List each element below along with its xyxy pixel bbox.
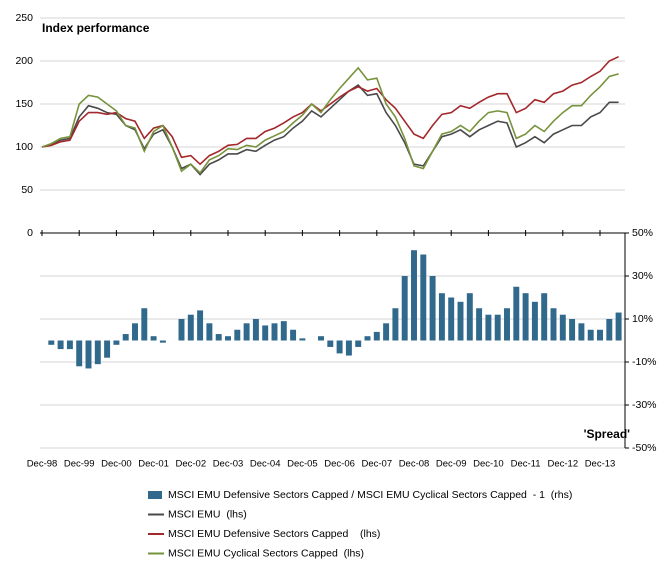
line (41, 66, 619, 175)
bar (457, 301, 464, 341)
bar (587, 329, 594, 341)
bar (420, 254, 427, 341)
x-tick-label: Dec-00 (101, 459, 132, 470)
bar (243, 323, 250, 341)
bar (466, 293, 473, 341)
bar (57, 340, 64, 350)
x-tick-label: Dec-04 (250, 459, 281, 470)
bar (299, 338, 306, 341)
y-tick-label: 100 (15, 141, 33, 153)
bar (141, 308, 148, 341)
bar (66, 340, 73, 350)
bar (615, 312, 622, 341)
line (41, 55, 619, 166)
x-tick-label: Dec-98 (27, 459, 58, 470)
bar (271, 323, 278, 341)
bar (318, 336, 324, 341)
x-tick-label: Dec-09 (436, 459, 467, 470)
bar (383, 323, 390, 341)
x-tick-label: Dec-02 (175, 459, 206, 470)
bar (280, 321, 287, 341)
bar (187, 314, 194, 341)
x-tick-label: Dec-99 (64, 459, 95, 470)
bar (364, 336, 371, 341)
bar (494, 314, 501, 341)
bar (401, 276, 408, 341)
bar (225, 336, 231, 341)
bar (178, 319, 185, 341)
bar (234, 329, 241, 341)
x-tick-label: Dec-05 (287, 459, 318, 470)
bar (438, 293, 445, 341)
y2-tick-label: -50% (632, 442, 657, 454)
x-tick-label: Dec-03 (213, 459, 244, 470)
bar (252, 319, 259, 341)
bar (262, 325, 269, 341)
legend-label: MSCI EMU (lhs) (168, 508, 247, 520)
x-tick-label: Dec-08 (399, 459, 430, 470)
y2-tick-label: -30% (632, 399, 657, 411)
bar (373, 331, 380, 341)
bar (429, 276, 436, 341)
bar (531, 301, 538, 341)
x-tick-label: Dec-12 (547, 459, 578, 470)
bar (122, 334, 129, 341)
bar (336, 340, 343, 354)
legend-label: MSCI EMU Defensive Sectors Capped (lhs) (168, 528, 380, 540)
legend-label: MSCI EMU Cyclical Sectors Capped (lhs) (168, 547, 364, 559)
bar (215, 334, 222, 341)
y2-title: 'Spread' (584, 427, 631, 441)
bar (94, 340, 101, 365)
y-tick-label: 50 (21, 184, 33, 196)
bar (392, 308, 399, 341)
y2-tick-label: 10% (632, 313, 653, 325)
legend-swatch (148, 491, 162, 499)
bar (85, 340, 92, 369)
y-tick-label: 150 (15, 98, 33, 110)
bar (411, 250, 417, 341)
bar (606, 319, 613, 341)
bar (522, 293, 529, 341)
bar (104, 340, 111, 358)
bar (448, 297, 455, 341)
bar (113, 340, 120, 345)
bar (206, 323, 213, 341)
bar (559, 314, 566, 341)
bar (569, 319, 576, 341)
x-tick-label: Dec-10 (473, 459, 504, 470)
x-tick-label: Dec-11 (511, 459, 541, 470)
bar (485, 314, 492, 341)
y2-tick-label: -10% (632, 356, 657, 368)
bar (150, 336, 157, 341)
bar (345, 340, 352, 356)
y-tick-label: 250 (15, 12, 33, 24)
bar (290, 329, 297, 341)
y-tick-label: 0 (27, 227, 33, 239)
bar (578, 323, 585, 341)
bar (550, 308, 557, 341)
x-tick-label: Dec-13 (585, 459, 616, 470)
bar (504, 308, 510, 341)
chart-title: Index performance (42, 21, 150, 35)
y2-tick-label: 30% (632, 270, 653, 282)
bar (476, 308, 483, 341)
y2-tick-label: 50% (632, 227, 653, 239)
bar (327, 340, 334, 347)
legend-label: MSCI EMU Defensive Sectors Capped / MSCI… (168, 489, 572, 501)
bar (597, 329, 603, 341)
y-tick-label: 200 (15, 55, 33, 67)
bar (197, 310, 204, 341)
x-tick-label: Dec-06 (324, 459, 355, 470)
bar (541, 293, 548, 341)
bar (355, 340, 362, 347)
bar (159, 340, 166, 343)
bar (48, 340, 55, 345)
bar (513, 286, 520, 341)
bar (132, 323, 138, 341)
bar (76, 340, 83, 367)
x-tick-label: Dec-07 (361, 459, 392, 470)
x-tick-label: Dec-01 (138, 459, 169, 470)
